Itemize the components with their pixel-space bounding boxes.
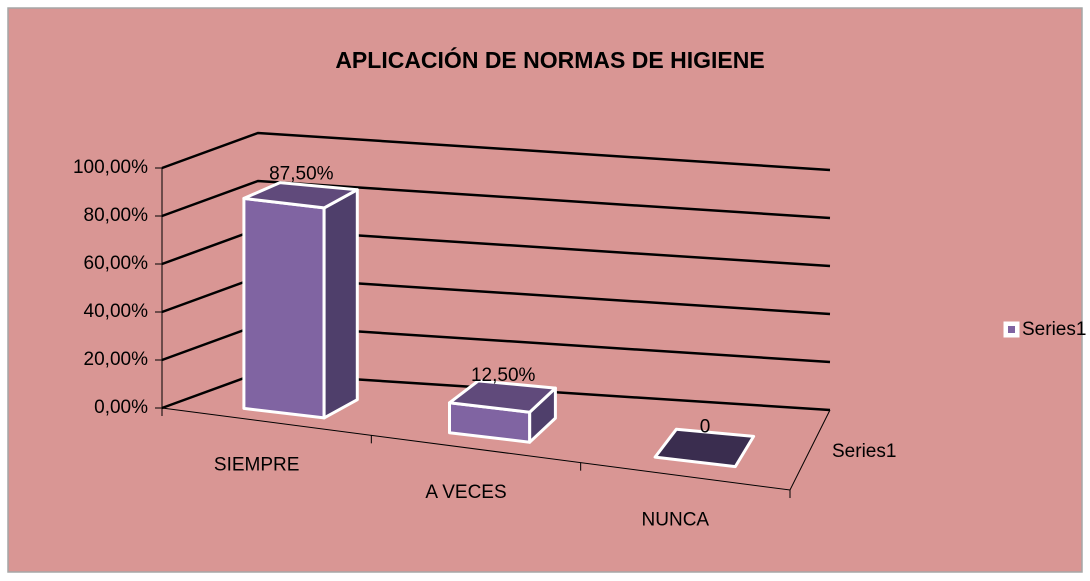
value-label: 87,50% <box>269 164 334 185</box>
y-tick-label: 40,00% <box>84 301 149 322</box>
x-tick-label: A VECES <box>425 482 506 503</box>
y-tick-label: 0,00% <box>94 397 148 418</box>
bar-top <box>653 427 756 469</box>
y-tick-label: 80,00% <box>84 205 149 226</box>
y-tick-label: 100,00% <box>73 157 148 178</box>
x-tick-label: SIEMPRE <box>214 455 300 476</box>
chart-area <box>7 7 1083 573</box>
y-tick-label: 20,00% <box>84 349 149 370</box>
legend-label: Series1 <box>1022 319 1086 340</box>
bar-front <box>242 196 326 420</box>
bar-top <box>242 181 359 210</box>
bar-side <box>322 188 359 420</box>
value-label: 0 <box>700 416 711 437</box>
x-tick-label: NUNCA <box>642 509 710 530</box>
legend-swatch-inner <box>1008 326 1015 333</box>
bar-top <box>448 379 557 414</box>
chart-title: APLICACIÓN DE NORMAS DE HIGIENE <box>335 46 764 73</box>
value-label: 12,50% <box>471 365 536 386</box>
depth-axis-label: Series1 <box>832 441 896 462</box>
grid-line <box>161 131 831 172</box>
grid-line <box>161 179 831 220</box>
y-tick-label: 60,00% <box>84 253 149 274</box>
